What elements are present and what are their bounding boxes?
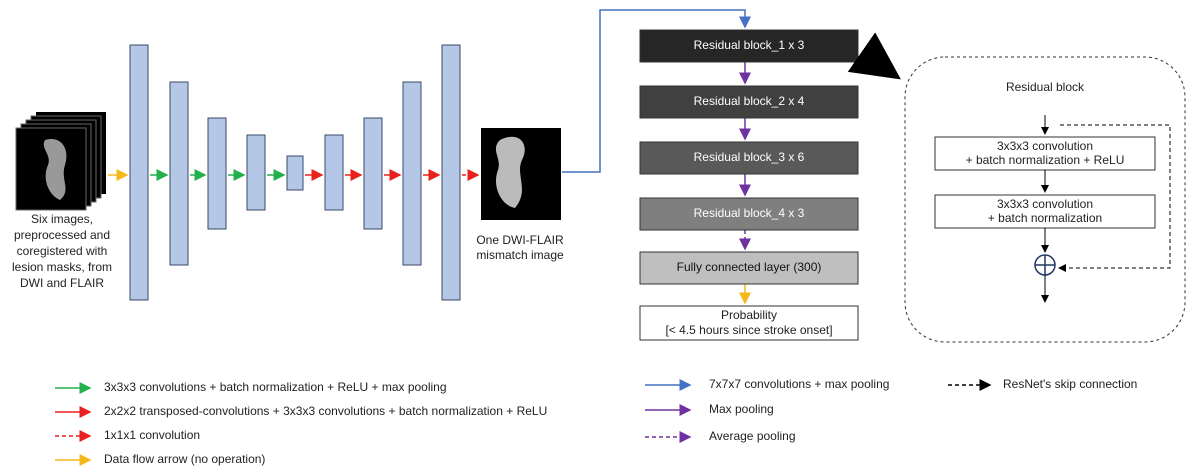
block-label: Residual block_1 x 3 — [694, 38, 805, 52]
output-caption: One DWI-FLAIR — [476, 233, 564, 247]
probability-text: Probability — [721, 308, 777, 322]
legend-text: 1x1x1 convolution — [104, 428, 200, 442]
input-caption: DWI and FLAIR — [20, 276, 104, 290]
probability-text: [< 4.5 hours since stroke onset] — [665, 323, 832, 337]
residual-title: Residual block — [1006, 80, 1085, 94]
output-caption: mismatch image — [476, 248, 564, 262]
unet — [130, 45, 460, 300]
legend-text: Average pooling — [709, 429, 796, 443]
block-label: Residual block_2 x 4 — [694, 94, 805, 108]
step-text: + batch normalization — [988, 211, 1102, 225]
block-label: Residual block_3 x 6 — [694, 150, 805, 164]
legend-text: ResNet's skip connection — [1003, 377, 1137, 391]
block-label: Fully connected layer (300) — [677, 260, 822, 274]
input-caption: Six images, — [31, 212, 93, 226]
legend-text: 2x2x2 transposed-convolutions + 3x3x3 co… — [104, 404, 547, 418]
resnet: Residual block_1 x 3 Residual block_2 x 4… — [640, 30, 858, 340]
step-text: + batch normalization + ReLU — [966, 153, 1125, 167]
step-text: 3x3x3 convolution — [997, 139, 1093, 153]
zoom-arrow — [870, 58, 896, 76]
legend-text: Max pooling — [709, 402, 774, 416]
input-caption: preprocessed and — [14, 228, 110, 242]
legend: 3x3x3 convolutions + batch normalization… — [55, 377, 1137, 466]
legend-text: 3x3x3 convolutions + batch normalization… — [104, 380, 447, 394]
input-caption: coregistered with — [17, 244, 108, 258]
output-image — [481, 128, 561, 220]
legend-text: Data flow arrow (no operation) — [104, 452, 265, 466]
diagram: Six images, preprocessed and coregistered … — [0, 0, 1204, 472]
input-caption: lesion masks, from — [12, 260, 112, 274]
block-label: Residual block_4 x 3 — [694, 206, 805, 220]
step-text: 3x3x3 convolution — [997, 197, 1093, 211]
legend-text: 7x7x7 convolutions + max pooling — [709, 377, 889, 391]
input-images — [16, 112, 106, 210]
